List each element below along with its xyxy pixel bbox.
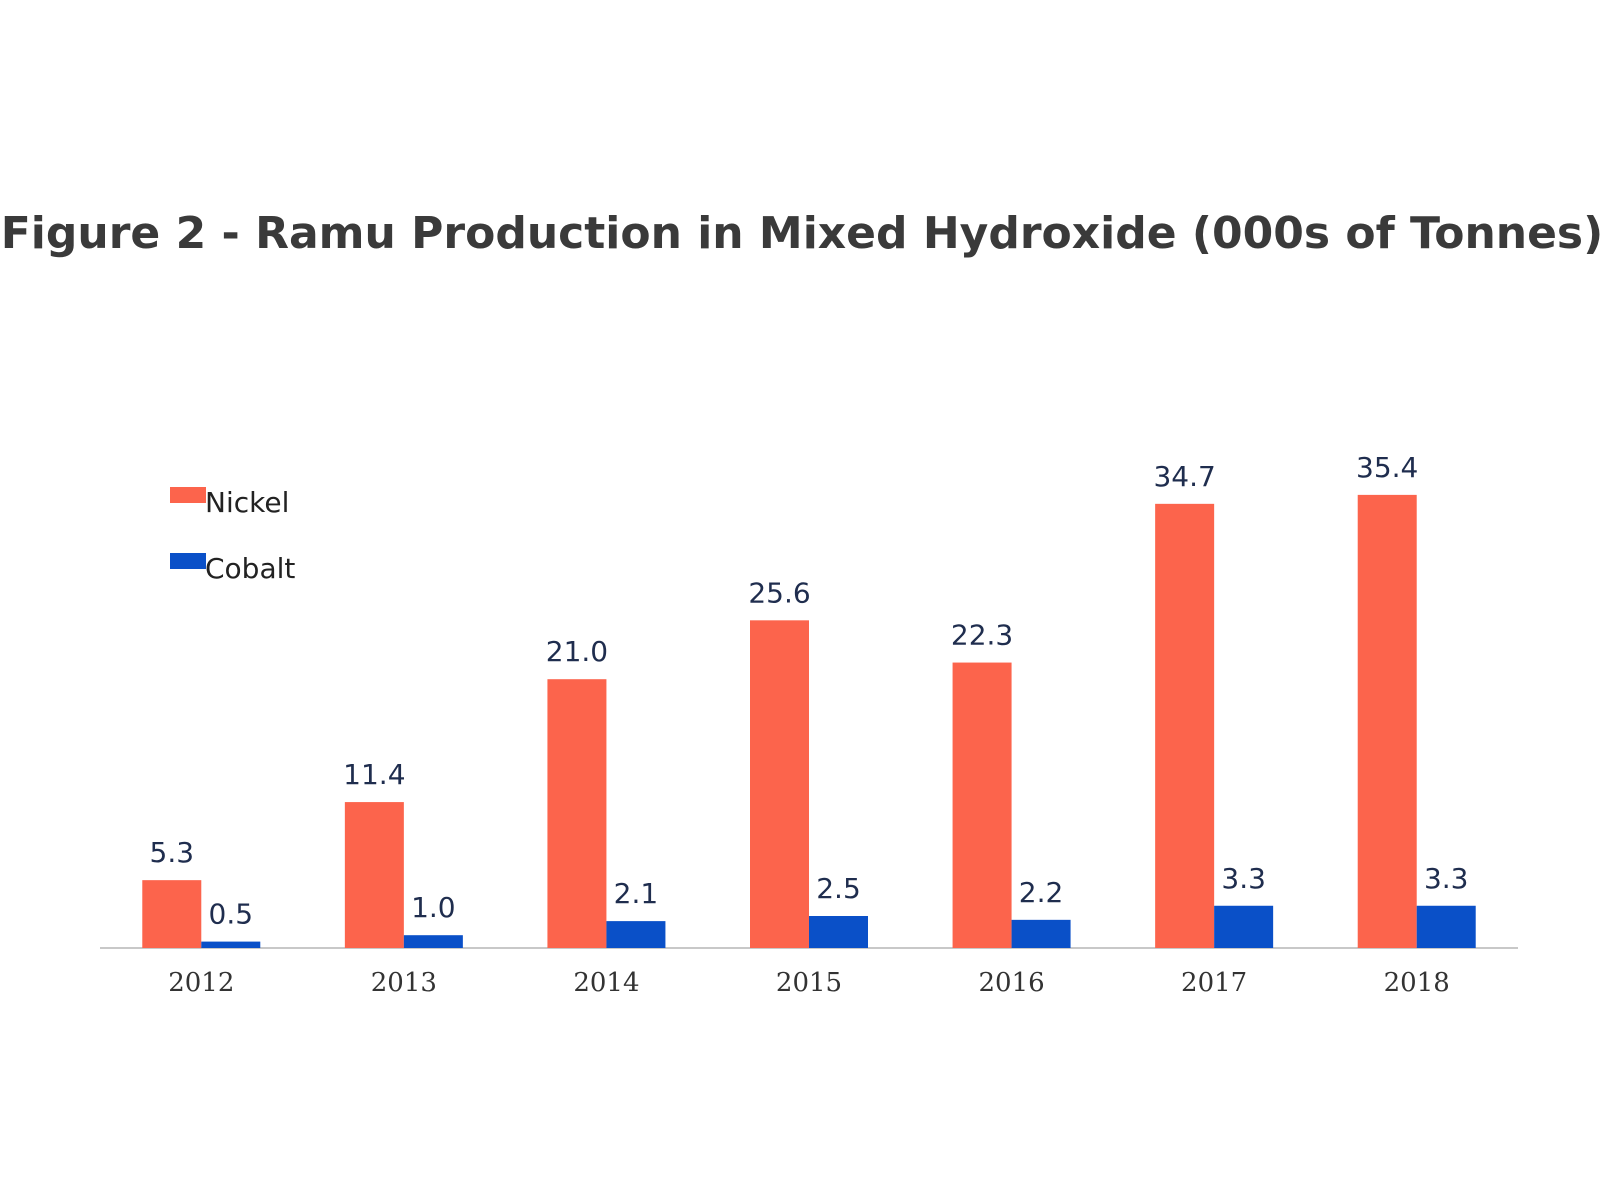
legend-label: Nickel (205, 486, 289, 519)
x-tick-label: 2014 (573, 968, 639, 998)
x-tick-label: 2018 (1384, 968, 1450, 998)
bar (1155, 503, 1215, 948)
value-label: 11.4 (343, 758, 405, 791)
x-tick-label: 2013 (371, 968, 437, 998)
bar (547, 679, 607, 948)
bar (1357, 494, 1417, 948)
bar (403, 935, 463, 948)
bar (201, 941, 261, 948)
bar (1011, 919, 1071, 948)
bar (344, 802, 404, 948)
bar (750, 620, 809, 948)
value-label: 35.4 (1356, 451, 1418, 484)
value-label: 2.5 (816, 872, 861, 905)
bar (1416, 905, 1476, 948)
bar (606, 921, 666, 948)
value-label: 2.2 (1019, 876, 1064, 909)
legend-label: Cobalt (205, 552, 295, 585)
x-tick-label: 2015 (776, 968, 842, 998)
value-label: 2.1 (614, 877, 659, 910)
legend-swatch (170, 553, 206, 569)
value-label: 25.6 (748, 576, 810, 609)
value-label: 5.3 (150, 836, 195, 869)
value-label: 3.3 (1424, 862, 1469, 895)
x-tick-label: 2017 (1181, 968, 1247, 998)
x-tick-label: 2012 (168, 968, 234, 998)
bar (142, 880, 202, 948)
bar (952, 662, 1012, 948)
bar (1214, 905, 1274, 948)
value-label: 1.0 (411, 891, 456, 924)
chart-title: Figure 2 - Ramu Production in Mixed Hydr… (1, 208, 1600, 259)
legend-swatch (170, 487, 206, 503)
value-label: 21.0 (546, 635, 608, 668)
value-label: 0.5 (209, 898, 254, 931)
value-label: 34.7 (1153, 460, 1215, 493)
x-tick-label: 2016 (978, 968, 1044, 998)
value-label: 3.3 (1221, 862, 1266, 895)
value-label: 22.3 (951, 619, 1013, 652)
bar (809, 916, 868, 948)
